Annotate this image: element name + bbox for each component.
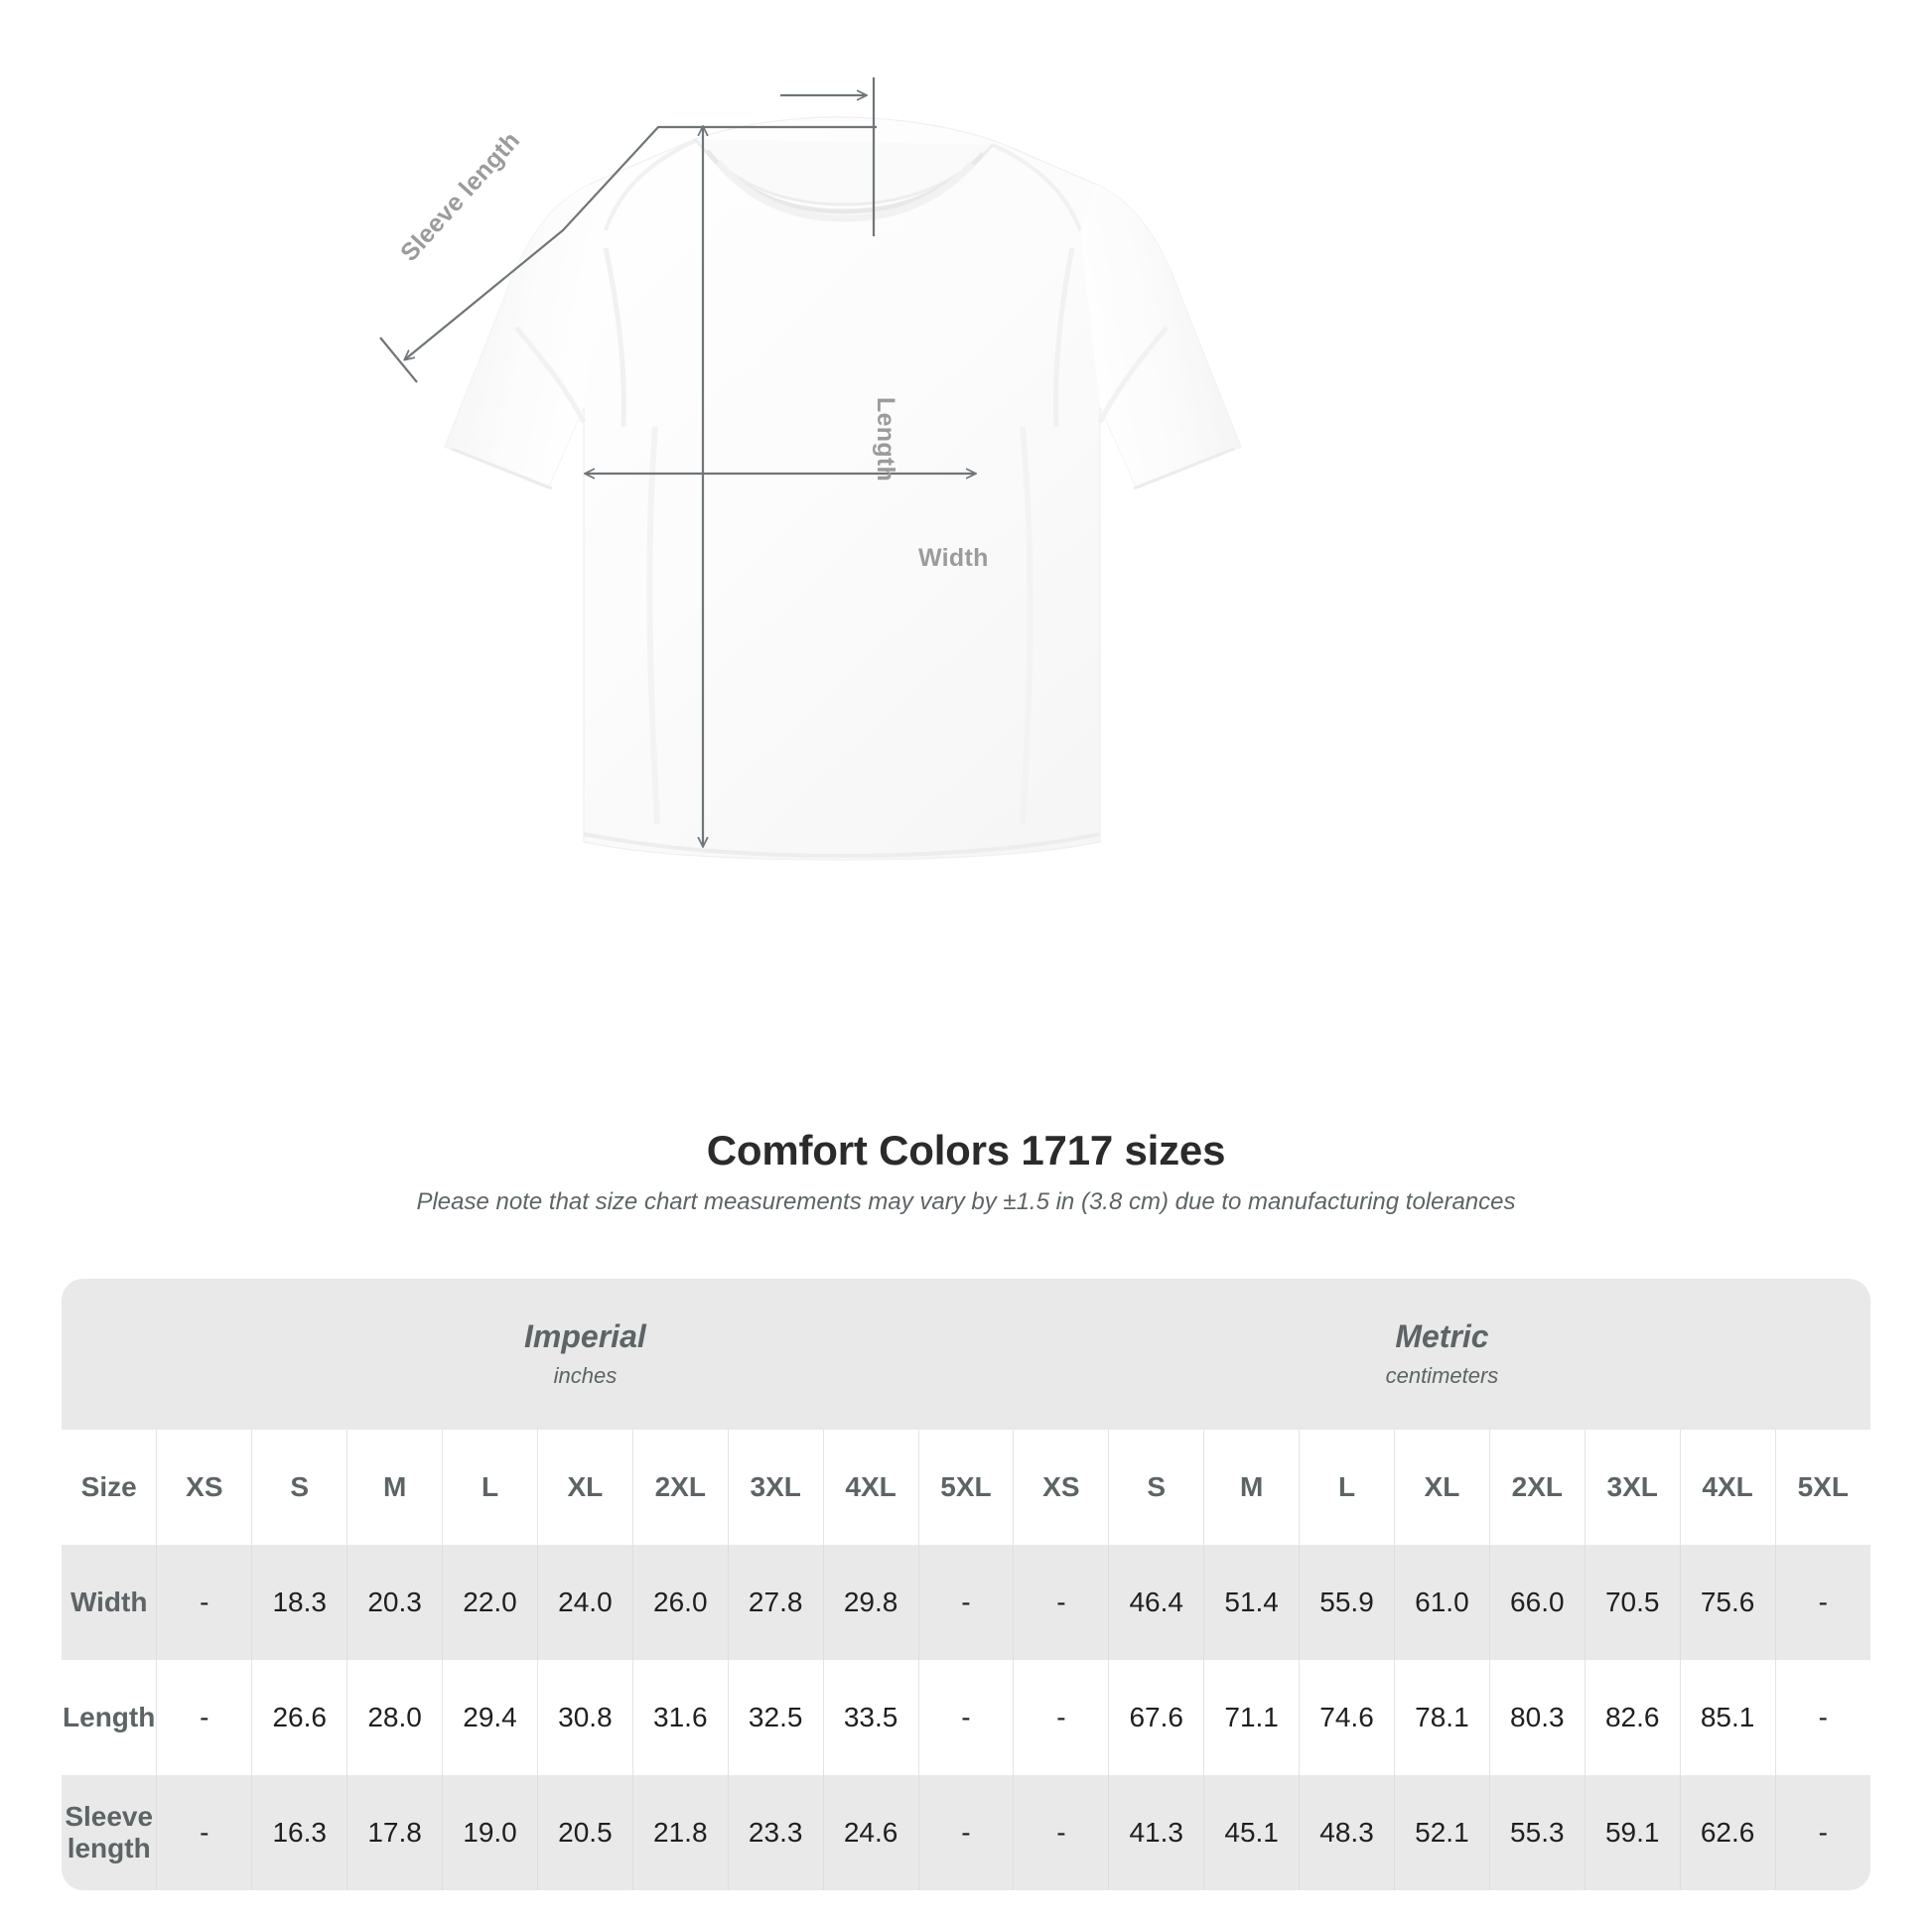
page-subtitle: Please note that size chart measurements… — [416, 1188, 1516, 1215]
size-header-metric-xs: XS — [1013, 1430, 1109, 1545]
table-row: Length -26.6 28.0 29.4 30.8 31.6 32.5 33.5- -67.… — [62, 1660, 1870, 1775]
cell-metric: 46.4 — [1108, 1545, 1204, 1660]
cell-metric: 80.3 — [1488, 1660, 1586, 1775]
row-label-length: Length — [62, 1660, 157, 1775]
unit-header-metric: Metric centimeters — [1013, 1279, 1870, 1430]
unit-name: Imperial — [524, 1318, 646, 1355]
size-header-metric-l: L — [1299, 1430, 1395, 1545]
cell-metric: 62.6 — [1679, 1775, 1776, 1890]
cell-imperial: 26.6 — [251, 1660, 347, 1775]
row-label-width: Width — [62, 1545, 157, 1660]
tshirt-body — [444, 116, 1242, 861]
cell-metric: 70.5 — [1584, 1545, 1681, 1660]
cell-metric: 71.1 — [1203, 1660, 1300, 1775]
size-header-metric-m: M — [1203, 1430, 1300, 1545]
cell-imperial: 24.6 — [822, 1775, 919, 1890]
size-header-metric-s: S — [1108, 1430, 1204, 1545]
size-header-imperial-3xl: 3XL — [727, 1430, 824, 1545]
cell-imperial: 30.8 — [536, 1660, 633, 1775]
size-header-metric-3xl: 3XL — [1584, 1430, 1681, 1545]
cell-imperial: 16.3 — [251, 1775, 347, 1890]
cell-imperial: 26.0 — [631, 1545, 729, 1660]
row-label-sleeve-length: Sleeve length — [62, 1775, 157, 1890]
cell-imperial: 18.3 — [251, 1545, 347, 1660]
cell-imperial: - — [917, 1775, 1014, 1890]
cell-imperial: - — [917, 1545, 1014, 1660]
cell-imperial: - — [156, 1660, 252, 1775]
cell-metric: 45.1 — [1203, 1775, 1300, 1890]
unit-header-imperial: Imperial inches — [156, 1279, 1014, 1430]
size-chart-table: Imperial inches Metric centimeters Size XS S M L… — [62, 1279, 1870, 1890]
unit-subtitle: centimeters — [1385, 1362, 1499, 1388]
cell-imperial: - — [156, 1545, 252, 1660]
size-header-imperial-2xl: 2XL — [631, 1430, 729, 1545]
cell-metric: 55.3 — [1488, 1775, 1586, 1890]
cell-imperial: 32.5 — [727, 1660, 824, 1775]
cell-metric: 82.6 — [1584, 1660, 1681, 1775]
size-header-imperial-l: L — [442, 1430, 538, 1545]
table-corner-cell — [62, 1279, 157, 1430]
cell-metric: - — [1013, 1545, 1109, 1660]
table-size-header-row: Size XS S M L XL 2XL 3XL 4XL 5XL XS S M L XL 2XL 3XL 4XL 5… — [62, 1430, 1870, 1545]
size-chart-diagram: Sleeve length Length Width — [379, 77, 1242, 861]
table-row: Sleeve length -16.3 17.8 19.0 20.5 21.8 23.3 24… — [62, 1775, 1870, 1890]
cell-imperial: 27.8 — [727, 1545, 824, 1660]
size-header-imperial-xs: XS — [156, 1430, 252, 1545]
size-header-imperial-xl: XL — [536, 1430, 633, 1545]
cell-imperial: 22.0 — [442, 1545, 538, 1660]
size-chart-table-container: Imperial inches Metric centimeters Size XS S M L… — [62, 1279, 1870, 1890]
size-header-imperial-m: M — [346, 1430, 443, 1545]
cell-metric: 67.6 — [1108, 1660, 1204, 1775]
cell-imperial: 20.3 — [346, 1545, 443, 1660]
cell-imperial: 21.8 — [631, 1775, 729, 1890]
cell-metric: - — [1013, 1660, 1109, 1775]
cell-metric: - — [1013, 1775, 1109, 1890]
size-header-metric-4xl: 4XL — [1679, 1430, 1776, 1545]
cell-imperial: 19.0 — [442, 1775, 538, 1890]
cell-imperial: - — [917, 1660, 1014, 1775]
size-header-imperial-s: S — [251, 1430, 347, 1545]
unit-subtitle: inches — [553, 1362, 618, 1388]
cell-metric: 51.4 — [1203, 1545, 1300, 1660]
cell-imperial: 33.5 — [822, 1660, 919, 1775]
cell-metric: - — [1774, 1545, 1870, 1660]
cell-metric: 78.1 — [1393, 1660, 1490, 1775]
cell-metric: 48.3 — [1299, 1775, 1395, 1890]
tshirt-illustration — [379, 77, 1242, 861]
cell-metric: 74.6 — [1299, 1660, 1395, 1775]
cell-metric: - — [1774, 1660, 1870, 1775]
cell-imperial: 31.6 — [631, 1660, 729, 1775]
cell-metric: 55.9 — [1299, 1545, 1395, 1660]
size-column-header: Size — [62, 1430, 157, 1545]
cell-metric: 61.0 — [1393, 1545, 1490, 1660]
cell-imperial: 23.3 — [727, 1775, 824, 1890]
cell-imperial: - — [156, 1775, 252, 1890]
length-dimension-label: Length — [872, 397, 899, 483]
cell-imperial: 29.4 — [442, 1660, 538, 1775]
cell-metric: - — [1774, 1775, 1870, 1890]
size-header-metric-xl: XL — [1393, 1430, 1490, 1545]
table-row: Width -18.3 20.3 22.0 24.0 26.0 27.8 29.8- -46.4… — [62, 1545, 1870, 1660]
measurement-lines — [379, 77, 975, 846]
size-header-metric-2xl: 2XL — [1488, 1430, 1586, 1545]
cell-imperial: 20.5 — [536, 1775, 633, 1890]
cell-metric: 75.6 — [1679, 1545, 1776, 1660]
cell-imperial: 24.0 — [536, 1545, 633, 1660]
table-unit-header-row: Imperial inches Metric centimeters — [62, 1279, 1870, 1430]
size-header-imperial-4xl: 4XL — [822, 1430, 919, 1545]
page-title: Comfort Colors 1717 sizes — [706, 1127, 1226, 1173]
cell-imperial: 28.0 — [346, 1660, 443, 1775]
cell-metric: 66.0 — [1488, 1545, 1586, 1660]
unit-name: Metric — [1395, 1318, 1489, 1355]
size-header-metric-5xl: 5XL — [1774, 1430, 1870, 1545]
cell-metric: 41.3 — [1108, 1775, 1204, 1890]
cell-imperial: 29.8 — [822, 1545, 919, 1660]
cell-metric: 52.1 — [1393, 1775, 1490, 1890]
cell-imperial: 17.8 — [346, 1775, 443, 1890]
cell-metric: 85.1 — [1679, 1660, 1776, 1775]
size-header-imperial-5xl: 5XL — [917, 1430, 1014, 1545]
chart-title-block: Comfort Colors 1717 sizes Please note th… — [0, 1127, 1932, 1216]
cell-metric: 59.1 — [1584, 1775, 1681, 1890]
width-dimension-label: Width — [918, 544, 989, 572]
